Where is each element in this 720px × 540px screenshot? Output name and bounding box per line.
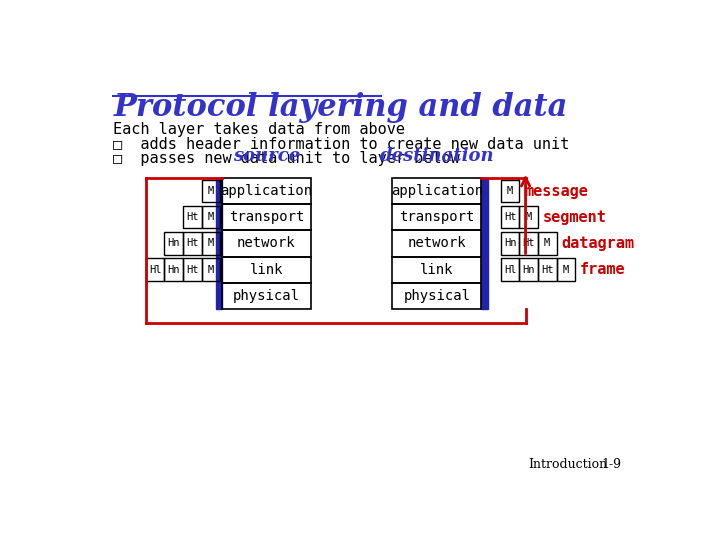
Text: 1-9: 1-9 <box>601 458 621 471</box>
Text: M: M <box>544 239 550 248</box>
Bar <box>202 259 220 281</box>
Bar <box>183 206 202 228</box>
Bar <box>202 206 220 228</box>
Text: Hn: Hn <box>168 239 180 248</box>
Bar <box>519 206 538 228</box>
Text: Ht: Ht <box>186 212 199 222</box>
Text: source: source <box>233 147 300 165</box>
Text: Ht: Ht <box>523 239 535 248</box>
Bar <box>222 204 311 231</box>
Text: M: M <box>526 212 532 222</box>
Text: Hn: Hn <box>523 265 535 275</box>
Text: Hn: Hn <box>168 265 180 275</box>
Text: □  passes new data unit to layer below: □ passes new data unit to layer below <box>113 151 460 166</box>
Bar <box>222 231 311 256</box>
Text: M: M <box>563 265 569 275</box>
Text: M: M <box>507 186 513 196</box>
Text: Hl: Hl <box>149 265 161 275</box>
Bar <box>392 204 482 231</box>
Bar <box>222 178 311 204</box>
Text: link: link <box>420 262 454 276</box>
Bar <box>145 259 164 281</box>
Bar <box>222 256 311 283</box>
Bar <box>500 206 519 228</box>
Bar <box>183 259 202 281</box>
Text: destination: destination <box>379 147 494 165</box>
Text: physical: physical <box>233 289 300 303</box>
Bar <box>519 232 538 254</box>
Text: Ht: Ht <box>186 239 199 248</box>
Text: datagram: datagram <box>561 236 634 251</box>
Text: M: M <box>208 212 214 222</box>
Text: Ht: Ht <box>504 212 516 222</box>
Bar <box>222 283 311 309</box>
Text: transport: transport <box>399 210 474 224</box>
Text: link: link <box>250 262 283 276</box>
Bar <box>392 178 482 204</box>
Text: Hn: Hn <box>504 239 516 248</box>
Text: segment: segment <box>543 210 606 225</box>
Text: frame: frame <box>580 262 626 277</box>
Text: M: M <box>208 186 214 196</box>
Text: M: M <box>208 265 214 275</box>
Bar <box>392 231 482 256</box>
Bar <box>538 232 557 254</box>
Bar <box>482 178 487 309</box>
Text: □  adds header information to create new data unit: □ adds header information to create new … <box>113 137 570 151</box>
Text: Ht: Ht <box>186 265 199 275</box>
Bar <box>202 180 220 202</box>
Bar <box>519 259 538 281</box>
Bar <box>183 232 202 254</box>
Text: network: network <box>237 237 296 251</box>
Bar <box>202 232 220 254</box>
Bar <box>392 256 482 283</box>
Bar <box>500 180 519 202</box>
Bar <box>164 232 183 254</box>
Text: transport: transport <box>229 210 304 224</box>
Bar <box>500 259 519 281</box>
Text: application: application <box>391 184 483 198</box>
Bar <box>392 283 482 309</box>
Bar <box>215 178 222 309</box>
Text: network: network <box>408 237 466 251</box>
Bar <box>538 259 557 281</box>
Text: physical: physical <box>403 289 470 303</box>
Bar <box>500 232 519 254</box>
Text: message: message <box>524 184 588 199</box>
Bar <box>164 259 183 281</box>
Bar <box>557 259 575 281</box>
Text: Hl: Hl <box>504 265 516 275</box>
Text: Introduction: Introduction <box>528 458 607 471</box>
Text: Protocol layering and data: Protocol layering and data <box>113 92 567 123</box>
Text: Ht: Ht <box>541 265 554 275</box>
Text: application: application <box>220 184 312 198</box>
Text: M: M <box>208 239 214 248</box>
Text: Each layer takes data from above: Each layer takes data from above <box>113 122 405 137</box>
